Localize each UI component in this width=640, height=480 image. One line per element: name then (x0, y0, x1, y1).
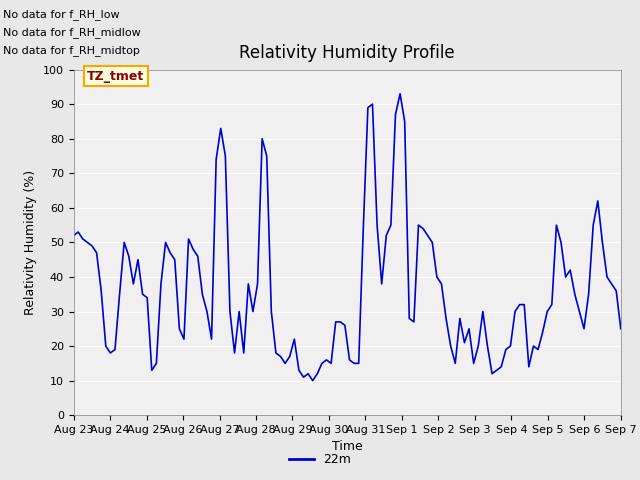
Text: No data for f_RH_midlow: No data for f_RH_midlow (3, 27, 141, 38)
Legend: 22m: 22m (284, 448, 356, 471)
Text: TZ_tmet: TZ_tmet (87, 70, 145, 83)
Y-axis label: Relativity Humidity (%): Relativity Humidity (%) (24, 170, 37, 315)
Text: No data for f_RH_low: No data for f_RH_low (3, 9, 120, 20)
X-axis label: Time: Time (332, 441, 363, 454)
Text: No data for f_RH_midtop: No data for f_RH_midtop (3, 45, 140, 56)
Title: Relativity Humidity Profile: Relativity Humidity Profile (239, 45, 455, 62)
